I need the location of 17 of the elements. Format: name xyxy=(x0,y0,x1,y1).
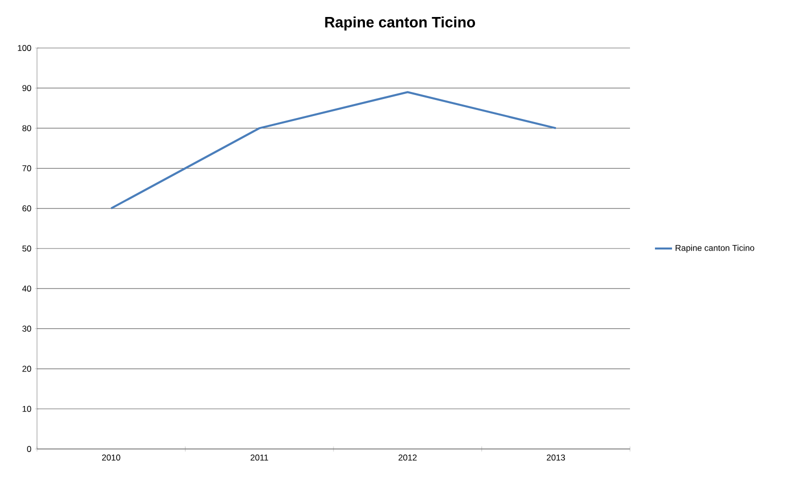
legend-label: Rapine canton Ticino xyxy=(676,244,754,253)
x-tick-label: 2011 xyxy=(250,454,268,461)
y-tick-label: 30 xyxy=(22,326,32,332)
y-tick-label: 10 xyxy=(22,406,32,412)
x-tick-label: 2010 xyxy=(102,454,120,461)
y-tick-label: 100 xyxy=(18,44,32,51)
y-tick-label: 0 xyxy=(27,446,32,452)
y-tick-label: 60 xyxy=(22,205,32,212)
chart-title: Rapine canton Ticino xyxy=(325,16,476,30)
x-tick-label: 2013 xyxy=(546,454,565,461)
y-tick-label: 40 xyxy=(22,286,32,292)
y-tick-label: 50 xyxy=(22,245,32,252)
x-tick-label: 2012 xyxy=(398,454,417,461)
y-tick-label: 20 xyxy=(22,366,32,372)
y-tick-label: 70 xyxy=(22,165,32,172)
y-tick-label: 80 xyxy=(22,125,32,132)
y-tick-label: 90 xyxy=(22,85,32,92)
